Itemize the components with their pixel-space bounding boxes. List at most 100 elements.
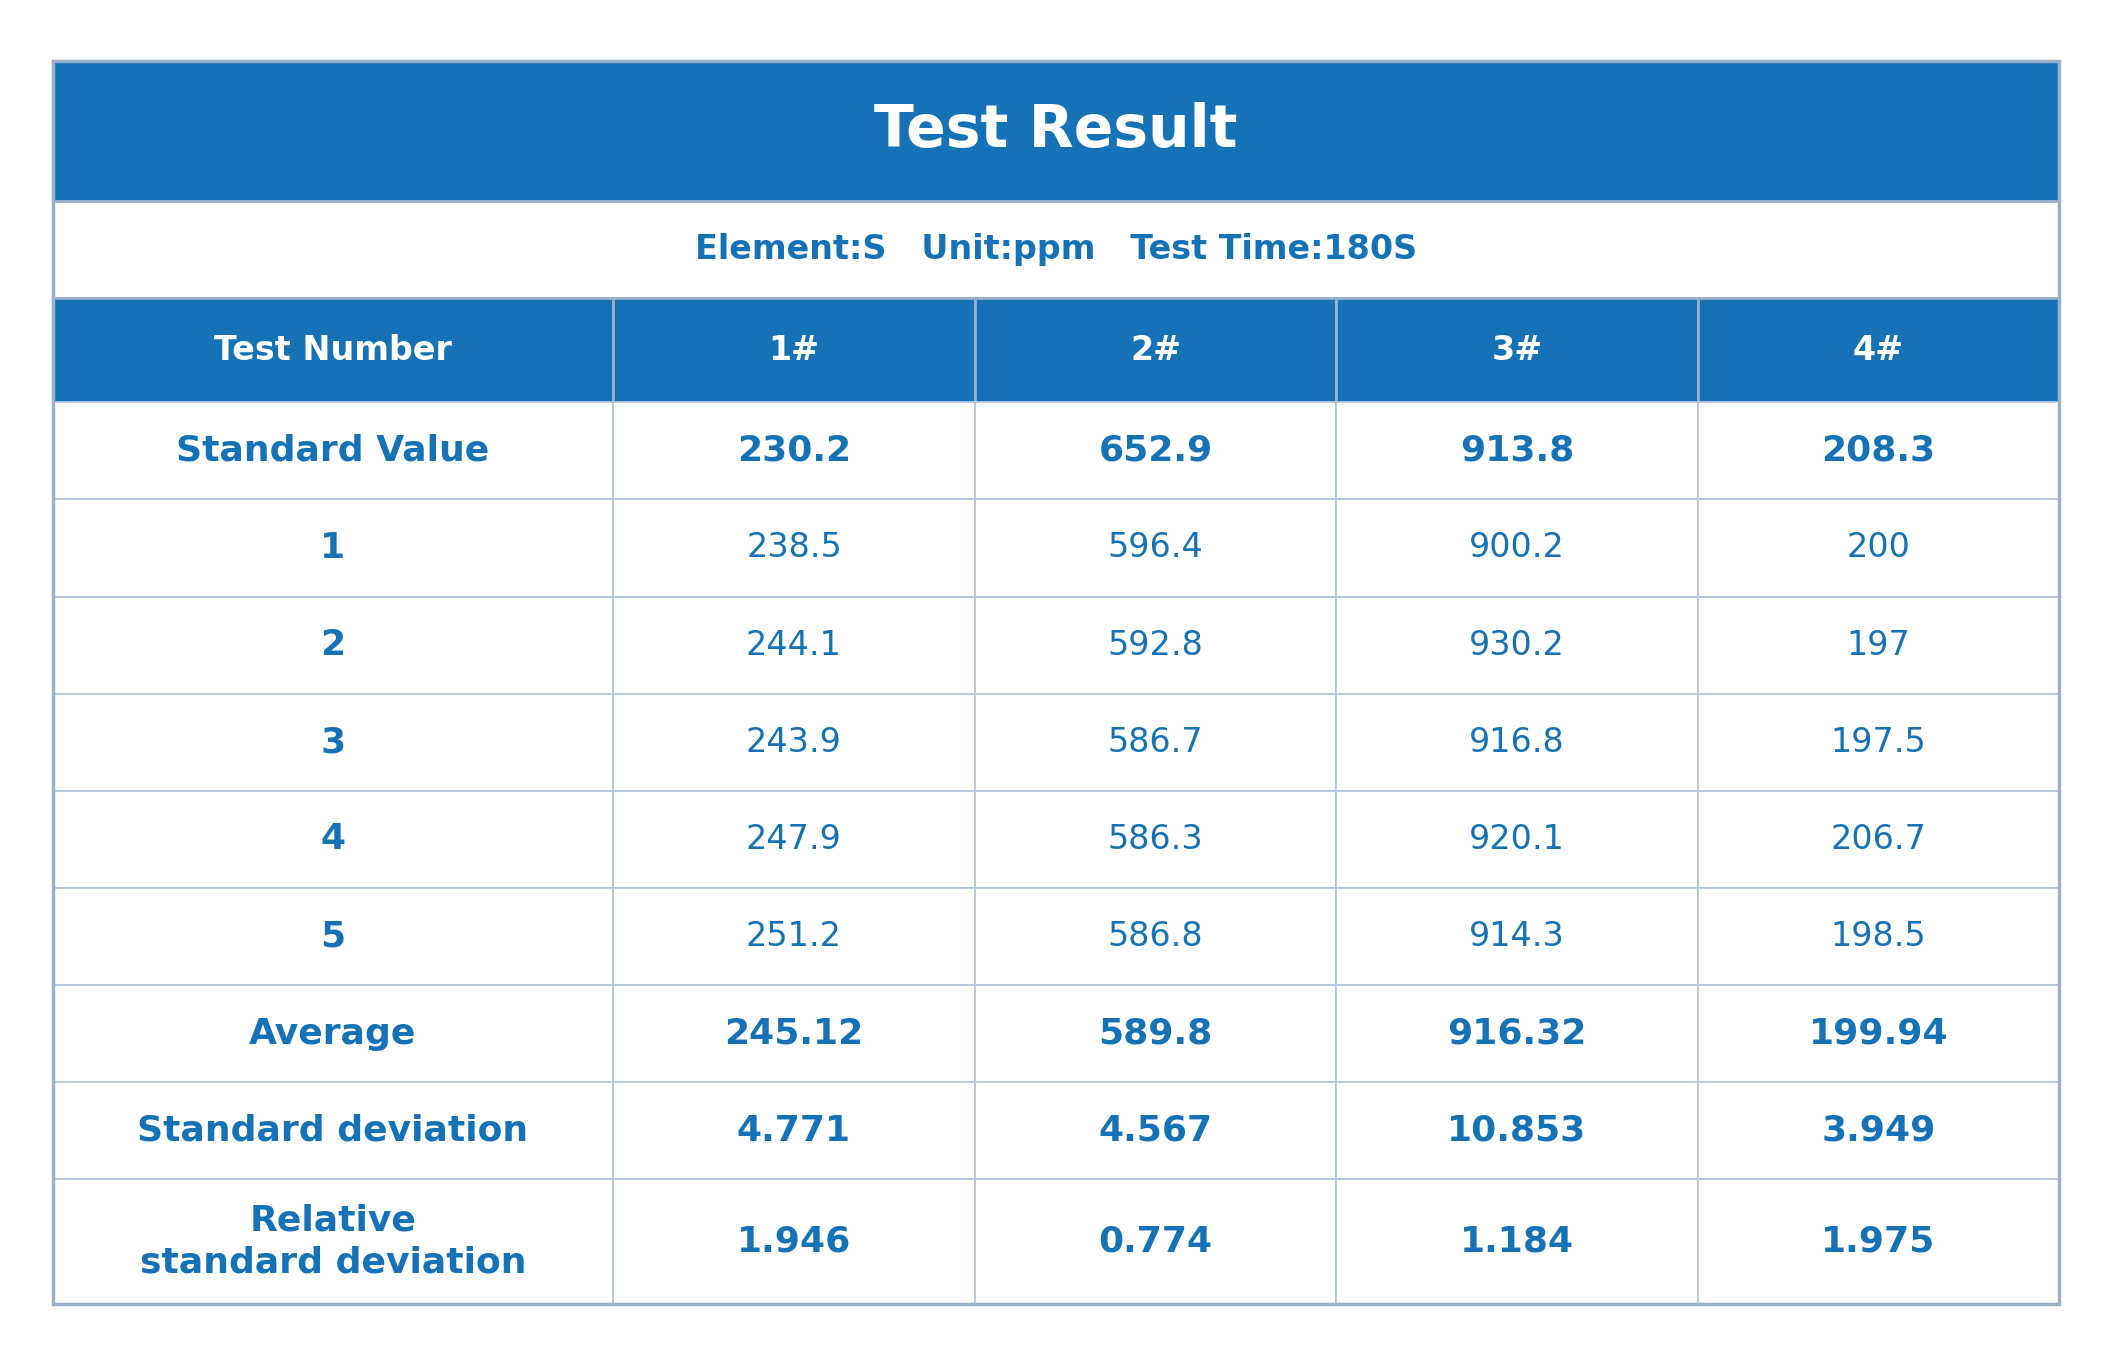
Text: 247.9: 247.9 <box>746 823 843 856</box>
Text: 1.946: 1.946 <box>737 1225 851 1259</box>
Text: 586.7: 586.7 <box>1107 725 1204 759</box>
Bar <box>53 985 612 1082</box>
Bar <box>1337 500 1698 596</box>
Text: Test Number: Test Number <box>213 334 452 367</box>
Bar <box>1698 1179 2059 1304</box>
Text: 1#: 1# <box>769 334 819 367</box>
Bar <box>53 1082 612 1179</box>
Text: 199.94: 199.94 <box>1808 1017 1947 1051</box>
Bar <box>1337 1082 1698 1179</box>
Bar <box>612 1082 974 1179</box>
Text: Element:S   Unit:ppm   Test Time:180S: Element:S Unit:ppm Test Time:180S <box>695 234 1417 266</box>
Bar <box>53 297 612 402</box>
Bar <box>974 596 1337 694</box>
Text: Average: Average <box>249 1017 416 1051</box>
Bar <box>1337 1179 1698 1304</box>
Text: 3: 3 <box>321 725 346 759</box>
Bar <box>53 596 612 694</box>
Bar <box>1698 985 2059 1082</box>
Bar <box>53 500 612 596</box>
Text: 596.4: 596.4 <box>1107 531 1204 565</box>
Bar <box>53 402 612 500</box>
Text: 243.9: 243.9 <box>746 725 843 759</box>
Bar <box>612 790 974 888</box>
Bar <box>974 1179 1337 1304</box>
Bar <box>1337 694 1698 790</box>
Text: 916.32: 916.32 <box>1447 1017 1586 1051</box>
Bar <box>974 500 1337 596</box>
Bar <box>1337 596 1698 694</box>
Text: 3.949: 3.949 <box>1821 1114 1935 1148</box>
Bar <box>974 888 1337 985</box>
Text: Relative
standard deviation: Relative standard deviation <box>139 1203 526 1279</box>
Bar <box>1698 402 2059 500</box>
Bar <box>53 694 612 790</box>
Bar <box>53 201 2059 297</box>
Bar <box>974 297 1337 402</box>
Bar <box>974 790 1337 888</box>
Text: Standard deviation: Standard deviation <box>137 1114 528 1148</box>
Text: 4: 4 <box>321 823 346 857</box>
Text: 230.2: 230.2 <box>737 433 851 467</box>
Text: 200: 200 <box>1846 531 1911 565</box>
Bar <box>612 888 974 985</box>
Text: 4#: 4# <box>1852 334 1903 367</box>
Text: 238.5: 238.5 <box>746 531 843 565</box>
Text: 2: 2 <box>321 629 346 663</box>
Text: 930.2: 930.2 <box>1470 629 1565 661</box>
Bar <box>1698 790 2059 888</box>
Text: 4.567: 4.567 <box>1098 1114 1212 1148</box>
Text: Standard Value: Standard Value <box>175 433 490 467</box>
Text: 589.8: 589.8 <box>1098 1017 1212 1051</box>
Text: 586.8: 586.8 <box>1107 919 1204 953</box>
Text: 1.184: 1.184 <box>1459 1225 1573 1259</box>
Bar <box>1698 694 2059 790</box>
Bar <box>1698 1082 2059 1179</box>
Text: 197: 197 <box>1846 629 1911 661</box>
Bar <box>612 985 974 1082</box>
Text: 245.12: 245.12 <box>724 1017 864 1051</box>
Bar <box>53 790 612 888</box>
Text: 900.2: 900.2 <box>1470 531 1565 565</box>
Bar <box>974 985 1337 1082</box>
Bar <box>974 694 1337 790</box>
Text: 914.3: 914.3 <box>1470 919 1565 953</box>
Bar <box>612 694 974 790</box>
Bar <box>1698 297 2059 402</box>
Bar <box>612 402 974 500</box>
Bar <box>1337 888 1698 985</box>
Text: 10.853: 10.853 <box>1447 1114 1586 1148</box>
Text: 5: 5 <box>321 919 346 953</box>
Bar <box>1337 985 1698 1082</box>
Text: 244.1: 244.1 <box>746 629 843 661</box>
Text: 913.8: 913.8 <box>1459 433 1573 467</box>
Text: 208.3: 208.3 <box>1821 433 1935 467</box>
Text: 197.5: 197.5 <box>1831 725 1926 759</box>
Bar <box>1698 500 2059 596</box>
Text: Test Result: Test Result <box>874 102 1238 159</box>
Text: 586.3: 586.3 <box>1107 823 1204 856</box>
Text: 592.8: 592.8 <box>1107 629 1204 661</box>
Bar <box>1337 790 1698 888</box>
Bar <box>974 402 1337 500</box>
Bar <box>612 500 974 596</box>
Bar <box>53 888 612 985</box>
Text: 206.7: 206.7 <box>1831 823 1926 856</box>
Text: 2#: 2# <box>1130 334 1181 367</box>
Text: 3#: 3# <box>1491 334 1542 367</box>
Bar <box>1698 888 2059 985</box>
Text: 916.8: 916.8 <box>1470 725 1565 759</box>
Text: 1.975: 1.975 <box>1821 1225 1935 1259</box>
Bar <box>612 1179 974 1304</box>
Text: 1: 1 <box>321 531 346 565</box>
Bar <box>1698 596 2059 694</box>
Bar <box>1337 402 1698 500</box>
Text: 4.771: 4.771 <box>737 1114 851 1148</box>
Bar <box>974 1082 1337 1179</box>
Bar <box>1337 297 1698 402</box>
Text: 920.1: 920.1 <box>1470 823 1565 856</box>
Bar <box>53 1179 612 1304</box>
Text: 0.774: 0.774 <box>1098 1225 1212 1259</box>
Bar <box>612 297 974 402</box>
Text: 652.9: 652.9 <box>1098 433 1212 467</box>
